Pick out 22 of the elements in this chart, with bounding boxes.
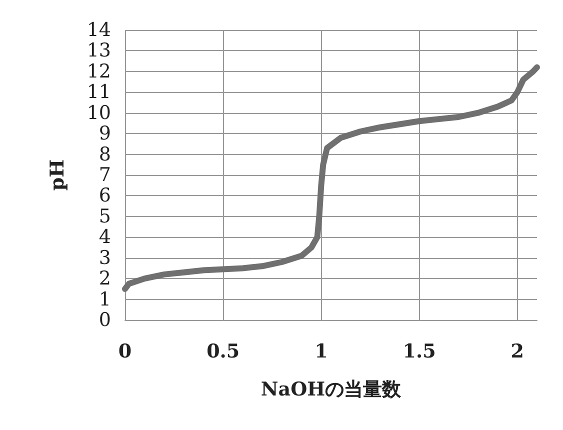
y-tick-label: 6 xyxy=(98,184,111,207)
y-tick-label: 1 xyxy=(98,288,111,310)
y-tick-label: 13 xyxy=(86,40,111,62)
y-tick-label: 14 xyxy=(86,19,111,41)
x-tick-label: 1 xyxy=(314,340,328,362)
y-tick-label: 8 xyxy=(98,143,111,166)
y-tick-label: 2 xyxy=(98,268,111,290)
x-tick-label: 1.5 xyxy=(402,340,436,362)
x-tick-label: 0.5 xyxy=(206,340,240,362)
y-tick-label: 5 xyxy=(98,205,111,228)
y-tick-label: 3 xyxy=(98,246,111,269)
y-tick-label: 7 xyxy=(98,164,111,186)
y-axis-title: pH xyxy=(46,159,68,191)
y-tick-label: 0 xyxy=(98,309,111,331)
y-tick-label: 12 xyxy=(86,60,111,82)
y-tick-label: 9 xyxy=(98,122,111,145)
x-tick-label: 0 xyxy=(118,340,132,362)
y-tick-label: 4 xyxy=(98,226,111,248)
x-axis-title: NaOHの当量数 xyxy=(260,378,402,400)
y-tick-label: 11 xyxy=(86,81,111,104)
x-tick-label: 2 xyxy=(510,340,524,362)
y-tick-label: 10 xyxy=(86,102,111,124)
